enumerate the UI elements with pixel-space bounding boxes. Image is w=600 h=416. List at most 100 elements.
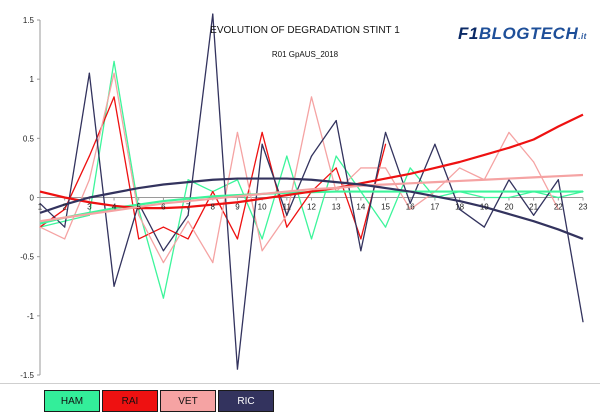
data-point-ric	[483, 226, 485, 228]
data-point-ric	[64, 226, 66, 228]
x-tick-label: 10	[258, 203, 267, 212]
brand-domain: .it	[578, 32, 587, 41]
data-point-ham	[310, 238, 313, 240]
x-tick-label: 20	[505, 203, 514, 212]
legend-item-rai: RAI	[102, 390, 158, 412]
legend-item-vet: VET	[160, 390, 216, 412]
data-point-ric	[187, 214, 189, 216]
data-point-ric	[162, 250, 165, 252]
brand-logo: F1BLOGTECH.it	[458, 24, 587, 44]
data-point-ric	[533, 214, 535, 216]
data-point-ric	[212, 13, 214, 15]
x-tick-label: 22	[554, 203, 563, 212]
data-point-ric	[384, 131, 387, 134]
data-point-vet	[138, 214, 140, 216]
data-point-rai	[187, 238, 189, 240]
data-point-vet	[508, 131, 510, 134]
legend-item-ham: HAM	[44, 390, 100, 412]
data-point-ric	[261, 143, 263, 145]
x-tick-label: 21	[529, 203, 538, 212]
x-tick-label: 12	[307, 203, 316, 212]
data-point-vet	[39, 226, 41, 228]
data-point-rai	[212, 190, 214, 193]
x-tick-label: 13	[332, 203, 341, 212]
data-point-rai	[138, 238, 140, 240]
data-point-vet	[409, 208, 411, 210]
data-point-ham	[384, 226, 387, 228]
y-tick-label: 1.5	[23, 16, 35, 25]
data-point-ham	[261, 238, 263, 240]
data-point-ham	[335, 155, 337, 157]
data-point-rai	[335, 167, 337, 169]
data-point-vet	[88, 179, 90, 181]
data-point-vet	[360, 167, 362, 169]
data-point-vet	[162, 261, 165, 264]
y-tick-label: 1	[30, 75, 35, 84]
data-point-vet	[113, 72, 115, 74]
trend-line-ric	[39, 177, 584, 240]
trend-layer	[39, 113, 584, 240]
data-point-vet	[64, 238, 66, 240]
x-tick-label: 6	[161, 203, 166, 212]
data-point-ham	[557, 196, 559, 199]
legend-label: RIC	[237, 395, 255, 407]
x-tick-labels: 1 2 3 4 5 6 7 8 9 10 11 12 13 14 15 16 17 18 19 20 21 22 23	[38, 203, 588, 212]
x-tick-label: 11	[283, 203, 292, 212]
data-point-vet	[557, 208, 559, 210]
data-point-vet	[261, 250, 263, 252]
y-tick-label: -1.5	[20, 371, 34, 380]
legend-item-ric: RIC	[218, 390, 274, 412]
x-tick-label: 14	[356, 203, 365, 212]
y-tick-label: 0.5	[23, 134, 35, 143]
data-point-ric	[360, 250, 362, 252]
data-point-rai	[88, 155, 90, 157]
x-tick-label: 2	[62, 203, 67, 212]
x-tick-label: 9	[235, 203, 240, 212]
x-tick-label: 3	[87, 203, 92, 212]
legend: HAM RAI VET RIC	[44, 390, 274, 412]
x-tick-label: 18	[455, 203, 464, 212]
y-tick-labels: 1.5 1 0.5 0 -0.5 -1 -1.5	[20, 16, 34, 380]
data-point-vet	[212, 261, 214, 264]
y-tick-label: -0.5	[20, 253, 34, 262]
data-point-ham	[286, 155, 288, 157]
data-point-ric	[310, 155, 313, 157]
data-point-ric	[113, 285, 115, 287]
data-point-rai	[113, 96, 115, 98]
x-tick-label: 19	[480, 203, 489, 212]
data-point-ham	[113, 60, 115, 63]
data-point-rai	[384, 143, 387, 145]
x-tick-label: 16	[406, 203, 415, 212]
x-tick-label: 4	[112, 203, 117, 212]
brand-f1: F1	[458, 24, 479, 43]
data-point-ham	[409, 167, 411, 169]
data-point-ric	[434, 143, 436, 145]
legend-label: RAI	[121, 395, 139, 407]
legend-label: HAM	[60, 395, 84, 407]
x-tick-label: 15	[381, 203, 390, 212]
data-point-ric	[582, 321, 584, 323]
data-point-vet	[458, 167, 461, 169]
series-line-vet	[39, 72, 559, 264]
data-point-rai	[261, 131, 263, 134]
plot-frame-bottom	[0, 383, 600, 384]
x-tick-label: 8	[211, 203, 216, 212]
x-tick-label: 17	[430, 203, 439, 212]
data-point-vet	[533, 161, 535, 163]
data-point-vet	[384, 167, 387, 169]
series-layer	[39, 13, 584, 370]
data-point-vet	[310, 96, 313, 98]
data-point-rai	[162, 226, 165, 228]
x-tick-label: 5	[137, 203, 142, 212]
data-point-vet	[187, 220, 189, 222]
y-tick-label: 0	[30, 194, 35, 203]
data-point-vet	[236, 131, 239, 134]
chart-title: EVOLUTION OF DEGRADATION STINT 1	[210, 25, 400, 36]
line-chart: 1 2 3 4 5 6 7 8 9 10 11 12 13 14 15 16 17 18 19 20 21 22 23 1.…	[20, 13, 588, 380]
data-point-ric	[39, 202, 41, 205]
data-point-rai	[64, 208, 66, 210]
data-point-ric	[458, 208, 461, 210]
x-tick-label: 23	[579, 203, 588, 212]
x-tick-label: 1	[38, 203, 43, 212]
data-point-rai	[360, 238, 362, 240]
